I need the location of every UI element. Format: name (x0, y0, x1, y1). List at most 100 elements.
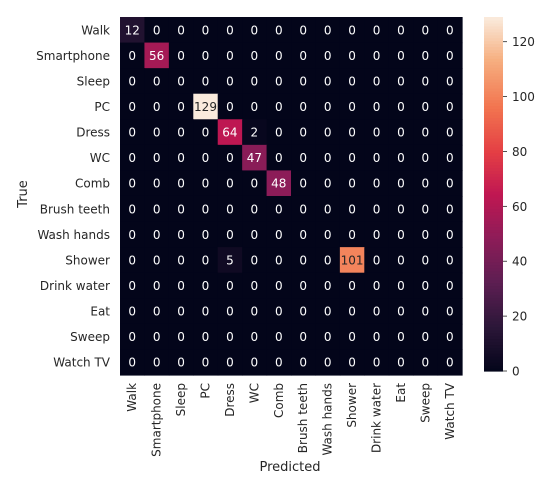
colorbar-segment (484, 267, 503, 272)
cell-value-label: 0 (299, 305, 307, 319)
cell-value-label: 0 (275, 74, 283, 88)
colorbar-segment (484, 309, 503, 313)
heatmap-cell (242, 247, 268, 274)
heatmap-cell (266, 119, 292, 146)
heatmap-cell (120, 323, 146, 351)
heatmap-cell (120, 17, 146, 44)
colorbar-segment (484, 235, 503, 239)
colorbar-segment (484, 81, 503, 86)
cell-value-label: 0 (397, 49, 405, 63)
cell-value-label: 0 (422, 100, 430, 114)
heatmap-cell (242, 349, 268, 376)
cell-value-label: 0 (324, 330, 332, 344)
heatmap-cell (315, 42, 341, 69)
colorbar-segment (484, 279, 503, 284)
colorbar-segment (484, 114, 503, 118)
cell-value-label: 0 (226, 151, 234, 165)
heatmap-cell (339, 93, 365, 120)
heatmap-cell (242, 298, 268, 325)
cell-value-label: 0 (202, 151, 210, 165)
heatmap-cell (437, 195, 463, 223)
heatmap-cell (315, 298, 341, 325)
cell-value-label: 0 (373, 126, 381, 140)
colorbar-segment (484, 217, 503, 222)
colorbar-segment (484, 329, 503, 334)
colorbar-segment (484, 55, 503, 59)
y-tick-label: Smartphone (36, 49, 110, 63)
x-tick-label: Shower (345, 383, 359, 428)
cell-value-label: 0 (153, 228, 161, 242)
cell-value-label: 0 (397, 202, 405, 216)
colorbar-segment (484, 199, 503, 204)
heatmap-cell (120, 170, 146, 197)
colorbar-segment (484, 99, 503, 104)
heatmap-cell (193, 68, 219, 95)
cell-value-label: 0 (202, 305, 210, 319)
heatmap-cell (266, 221, 292, 248)
heatmap-cell (120, 119, 146, 146)
colorbar-segment (484, 238, 503, 242)
heatmap-cell (266, 144, 292, 172)
cell-value-label: 0 (422, 356, 430, 370)
heatmap-cell (291, 298, 317, 325)
heatmap-cell (388, 68, 414, 95)
cell-value-label: 0 (446, 228, 454, 242)
cell-value-label: 0 (251, 228, 259, 242)
heatmap-cell (120, 247, 146, 274)
colorbar-segment (484, 158, 503, 163)
heatmap-cell (266, 170, 292, 197)
heatmap-cell (291, 170, 317, 197)
colorbar-segment (484, 73, 503, 77)
heatmap-cell (217, 298, 243, 325)
cell-value-label: 0 (324, 177, 332, 191)
cell-value-label: 0 (422, 23, 430, 37)
x-tick-label: Walk (125, 383, 139, 412)
colorbar-segment (484, 111, 503, 115)
cell-value-label: 0 (373, 279, 381, 293)
heatmap-cell (388, 298, 414, 325)
heatmap-cell (168, 119, 194, 146)
heatmap-cell (437, 323, 463, 351)
colorbar-segment (484, 173, 503, 177)
colorbar-segment (484, 120, 503, 124)
y-tick-label: Brush teeth (40, 202, 110, 216)
cell-value-label: 0 (251, 202, 259, 216)
y-tick-label: Sweep (70, 330, 110, 344)
cell-value-label: 0 (275, 305, 283, 319)
colorbar-segment (484, 368, 503, 372)
cell-value-label: 0 (153, 177, 161, 191)
cell-value-label: 0 (373, 49, 381, 63)
colorbar-segment (484, 135, 503, 139)
heatmap-cell (291, 68, 317, 95)
colorbar-segment (484, 37, 503, 42)
colorbar-segment (484, 205, 503, 210)
heatmap-cell (193, 323, 219, 351)
cell-value-label: 0 (226, 279, 234, 293)
heatmap-cell (168, 221, 194, 248)
cell-value-label: 0 (128, 126, 136, 140)
heatmap-cell (437, 144, 463, 172)
cell-value-label: 0 (177, 23, 185, 37)
cell-value-label: 0 (202, 177, 210, 191)
colorbar-segment (484, 253, 503, 257)
y-tick-label: Sleep (77, 74, 110, 88)
heatmap-cell (193, 221, 219, 248)
cell-value-label: 47 (247, 151, 262, 165)
cell-value-label: 0 (202, 202, 210, 216)
cell-value-label: 0 (324, 100, 332, 114)
cell-value-label: 0 (324, 49, 332, 63)
heatmap-cell (315, 17, 341, 44)
heatmap-cell (291, 247, 317, 274)
heatmap-cell (144, 42, 170, 69)
colorbar-segment (484, 146, 503, 151)
heatmap-cell (339, 144, 365, 172)
colorbar-segment (484, 202, 503, 207)
colorbar-segment (484, 49, 503, 53)
cell-value-label: 0 (226, 228, 234, 242)
colorbar-segment (484, 149, 503, 154)
heatmap-cell (217, 272, 243, 299)
cell-value-label: 0 (177, 279, 185, 293)
y-tick-label: Comb (75, 177, 110, 191)
cell-value-label: 0 (446, 279, 454, 293)
cell-value-label: 0 (275, 253, 283, 267)
